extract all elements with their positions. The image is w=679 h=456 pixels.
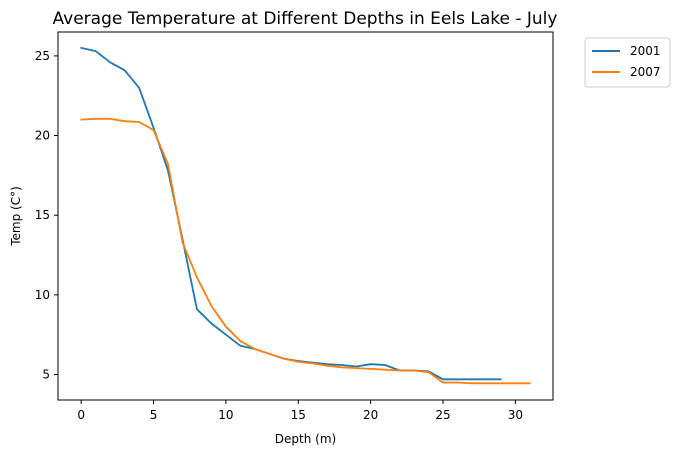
y-axis-label: Temp (C°) [9, 186, 23, 247]
x-tick-label: 10 [218, 408, 233, 422]
y-tick-label: 10 [35, 288, 50, 302]
x-axis: 0 5 10 15 20 25 30 [77, 400, 523, 422]
x-tick-label: 0 [77, 408, 85, 422]
series-line-2007 [80, 117, 531, 385]
x-tick-label: 15 [291, 408, 306, 422]
plot-area [58, 32, 553, 400]
legend: 2001 2007 [584, 37, 671, 88]
legend-label-2007: 2007 [630, 65, 661, 79]
y-tick-label: 25 [35, 49, 50, 63]
chart-title: Average Temperature at Different Depths … [53, 9, 558, 29]
x-axis-label: Depth (m) [275, 432, 336, 446]
legend-label-2001: 2001 [630, 44, 661, 58]
plot-frame [57, 31, 554, 401]
x-tick-label: 5 [150, 408, 158, 422]
series-lines [80, 47, 531, 385]
x-tick-label: 20 [363, 408, 378, 422]
y-tick-label: 20 [35, 129, 50, 143]
x-tick-label: 25 [435, 408, 450, 422]
y-axis: 5 10 15 20 25 [35, 49, 58, 382]
x-tick-label: 30 [508, 408, 523, 422]
y-tick-label: 15 [35, 208, 50, 222]
y-tick-label: 5 [42, 368, 50, 382]
